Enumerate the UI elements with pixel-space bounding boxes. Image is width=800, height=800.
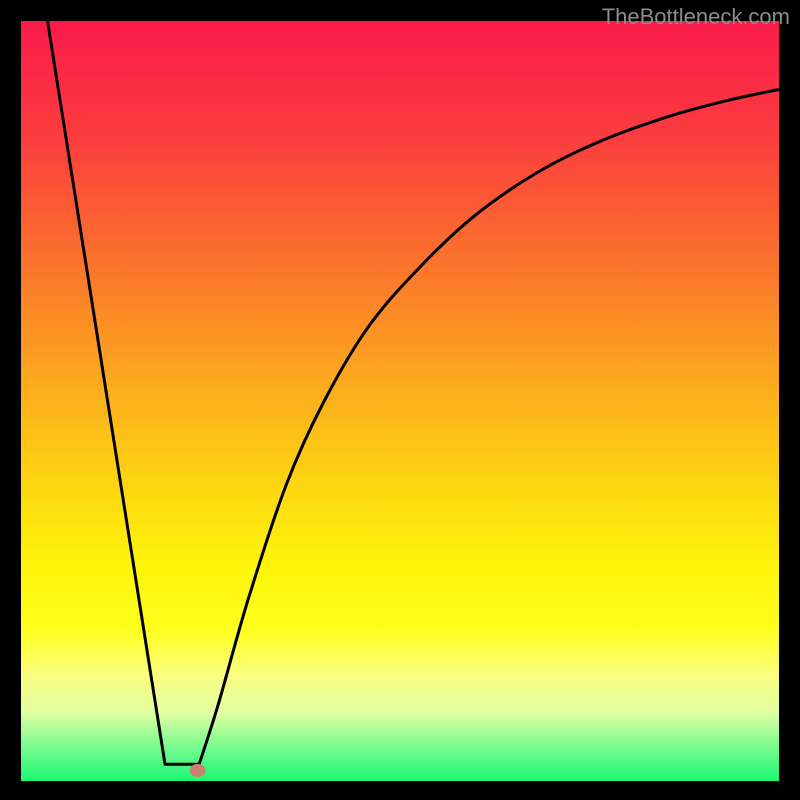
attribution-text: TheBottleneck.com: [602, 4, 790, 30]
chart-background: [21, 21, 779, 781]
optimal-point-marker: [190, 764, 206, 777]
bottleneck-chart: [0, 0, 800, 800]
chart-container: { "attribution": { "text": "TheBottlenec…: [0, 0, 800, 800]
